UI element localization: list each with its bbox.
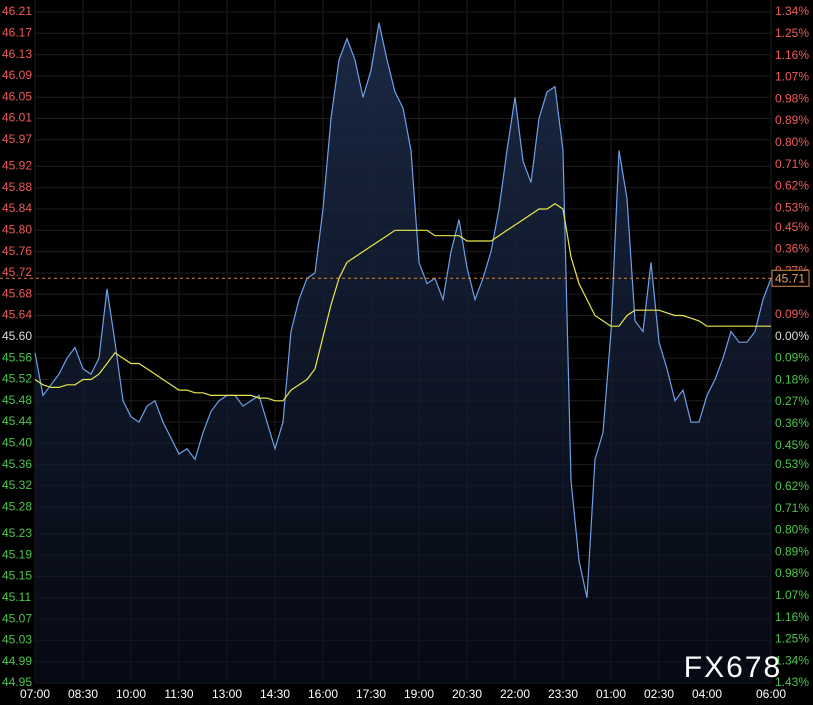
y-tick-label: 45.19	[2, 547, 32, 561]
y2-tick-label: 0.89%	[775, 113, 809, 127]
y-tick-label: 45.48	[2, 393, 32, 407]
y-tick-label: 45.07	[2, 611, 32, 625]
y-tick-label: 45.92	[2, 159, 32, 173]
y-tick-label: 44.99	[2, 654, 32, 668]
y-tick-label: 45.28	[2, 499, 32, 513]
x-tick-label: 07:00	[20, 687, 50, 701]
y-tick-label: 45.32	[2, 478, 32, 492]
y2-tick-label: 1.16%	[775, 48, 809, 62]
y-tick-label: 45.76	[2, 244, 32, 258]
x-tick-label: 19:00	[404, 687, 434, 701]
y-tick-label: 45.11	[2, 590, 31, 604]
y2-tick-label: 1.34%	[775, 4, 809, 18]
y-tick-label: 45.52	[2, 372, 32, 386]
y2-tick-label: 0.71%	[775, 157, 809, 171]
y-tick-label: 45.68	[2, 286, 32, 300]
y2-tick-label: 0.62%	[775, 479, 809, 493]
y-tick-label: 46.05	[2, 89, 32, 103]
y2-tick-label: 0.98%	[775, 566, 809, 580]
y-tick-label: 45.03	[2, 633, 32, 647]
labels: 46.21 46.17 46.13 46.09 46.05 46.01 45.97 45.92…	[2, 4, 810, 701]
y-tick-label: 45.40	[2, 436, 32, 450]
y-tick-label: 45.97	[2, 132, 32, 146]
y2-tick-label: 1.34%	[775, 653, 809, 667]
y2-tick-label: 0.18%	[775, 372, 809, 386]
average-line	[34, 202, 771, 402]
y2-tick-label: 0.71%	[775, 501, 809, 515]
y2-tick-label: 0.80%	[775, 135, 809, 149]
y-tick-label: 45.44	[2, 414, 32, 428]
x-tick-label: 13:00	[212, 687, 242, 701]
x-tick-label: 11:30	[164, 687, 193, 701]
x-tick-label: 08:30	[68, 687, 98, 701]
y2-tick-label: 1.43%	[775, 675, 809, 689]
y2-tick-label: 0.45%	[775, 220, 809, 234]
x-tick-label: 02:30	[644, 687, 674, 701]
price-line	[34, 22, 772, 598]
y2-tick-label: 0.45%	[775, 438, 809, 452]
y-tick-label: 46.13	[2, 47, 32, 61]
y2-tick-label: 0.27%	[775, 394, 809, 408]
x-tick-label: 17:30	[356, 687, 386, 701]
y2-tick-label: 0.53%	[775, 200, 809, 214]
plot	[0, 22, 772, 683]
y2-tick-label: 1.07%	[775, 70, 809, 84]
last-price-box	[771, 269, 810, 287]
y2-tick-label: 0.09%	[775, 307, 809, 321]
y-tick-label: 45.84	[2, 201, 32, 215]
y2-tick-label: 1.07%	[775, 588, 809, 602]
y2-tick-label: 1.16%	[775, 610, 809, 624]
y-tick-label: 45.15	[2, 569, 32, 583]
price-area	[35, 22, 771, 683]
x-tick-label: 23:30	[548, 687, 578, 701]
y2-tick-label: 0.09%	[775, 351, 809, 365]
x-tick-label: 14:30	[260, 687, 290, 701]
y-tick-label: 46.17	[2, 25, 32, 39]
x-tick-label: 04:00	[692, 687, 722, 701]
y2-tick-label: 0.36%	[775, 416, 809, 430]
y2-tick-label: 1.25%	[775, 26, 809, 40]
y2-tick-label: 0.98%	[775, 91, 809, 105]
y2-tick-label: 0.36%	[775, 242, 809, 256]
watermark: FX678	[684, 651, 782, 684]
y-tick-label: 46.21	[2, 4, 32, 18]
y-tick-label: 45.72	[2, 265, 32, 279]
y2-tick-label: 0.53%	[775, 457, 809, 471]
x-tick-label: 10:00	[116, 687, 146, 701]
y-tick-label: 45.80	[2, 223, 32, 237]
x-tick-label: 22:00	[500, 687, 530, 701]
x-tick-label: 01:00	[596, 687, 626, 701]
y2-tick-label: 0.89%	[775, 544, 809, 558]
y2-tick-label: 0.00%	[775, 329, 809, 343]
y-tick-label: 44.95	[2, 675, 32, 689]
x-tick-label: 16:00	[308, 687, 338, 701]
y2-tick-label: 1.25%	[775, 632, 809, 646]
y-tick-label: 45.23	[2, 526, 32, 540]
x-tick-label: 20:30	[452, 687, 482, 701]
y-tick-label: 45.60	[2, 329, 32, 343]
y2-tick-label: 0.62%	[775, 179, 809, 193]
y-tick-label: 45.64	[2, 308, 32, 322]
y-tick-label: 45.88	[2, 180, 32, 194]
y-tick-label: 46.09	[2, 68, 32, 82]
y-tick-label: 45.36	[2, 457, 32, 471]
y-tick-label: 46.01	[2, 111, 32, 125]
x-tick-label: 06:00	[756, 687, 786, 701]
y-tick-label: 45.56	[2, 350, 32, 364]
last-price-label: 45.71	[775, 271, 805, 285]
y2-tick-label: 0.80%	[775, 523, 809, 537]
